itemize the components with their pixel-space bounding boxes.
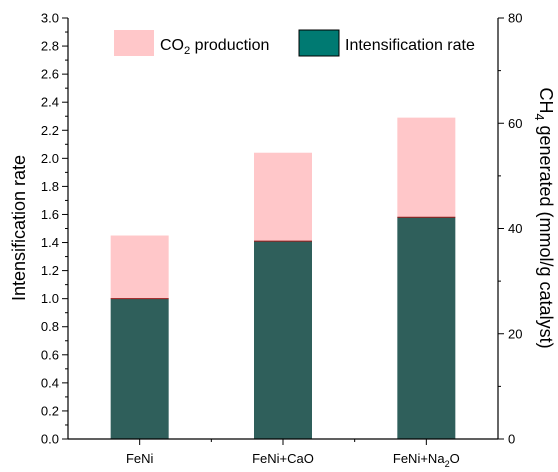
y-tick-label: 2.8 — [41, 39, 59, 54]
legend: CO2 production Intensification rate — [114, 29, 475, 57]
legend-label-intensification: Intensification rate — [345, 37, 475, 54]
y2-tick-label: 60 — [508, 116, 522, 131]
y2-tick-label: 80 — [508, 11, 522, 26]
y2-tick-label: 20 — [508, 326, 522, 341]
y-tick-label: 1.2 — [41, 263, 59, 278]
x-tick-label: FeNi — [126, 451, 154, 466]
bar-intensification-0 — [110, 298, 169, 439]
y2-axis-title: CH4 generated (mmol/g catalyst) — [532, 87, 556, 348]
y-tick-label: 2.6 — [41, 67, 59, 82]
y-tick-label: 1.0 — [41, 291, 59, 306]
y2-tick-label: 0 — [508, 432, 515, 447]
y-tick-label: 0.4 — [41, 375, 59, 390]
y-tick-label: 1.8 — [41, 179, 59, 194]
y-tick-label: 0.8 — [41, 319, 59, 334]
y-tick-label: 0.0 — [41, 432, 59, 447]
y-tick-label: 2.4 — [41, 95, 59, 110]
x-tick-label: FeNi+Na2O — [393, 451, 460, 469]
bars-group — [110, 117, 456, 439]
y-axis-title: Intensification rate — [9, 155, 29, 301]
y-tick-label: 0.2 — [41, 403, 59, 418]
axes-group: 0.0 0.2 0.4 0.6 0.8 1.0 1.2 1.4 1.6 1.8 2.0 2.2 2.4 2… — [41, 11, 523, 470]
bar-co2-0 — [110, 235, 169, 299]
y-tick-label: 1.6 — [41, 207, 59, 222]
y2-tick-label: 40 — [508, 221, 522, 236]
y-tick-label: 0.6 — [41, 347, 59, 362]
legend-swatch-co2 — [114, 30, 154, 56]
y-tick-label: 2.0 — [41, 151, 59, 166]
bar-co2-2 — [397, 117, 456, 218]
legend-swatch-intensification — [298, 29, 340, 57]
bar-intensification-1 — [254, 241, 312, 439]
y-tick-label: 2.2 — [41, 123, 59, 138]
bar-intensification-2 — [397, 217, 456, 439]
bar-co2-1 — [254, 152, 312, 242]
y-tick-label: 1.4 — [41, 235, 59, 250]
legend-label-co2: CO2 production — [160, 37, 269, 57]
y-tick-label: 3.0 — [41, 11, 59, 26]
x-tick-label: FeNi+CaO — [252, 451, 314, 466]
